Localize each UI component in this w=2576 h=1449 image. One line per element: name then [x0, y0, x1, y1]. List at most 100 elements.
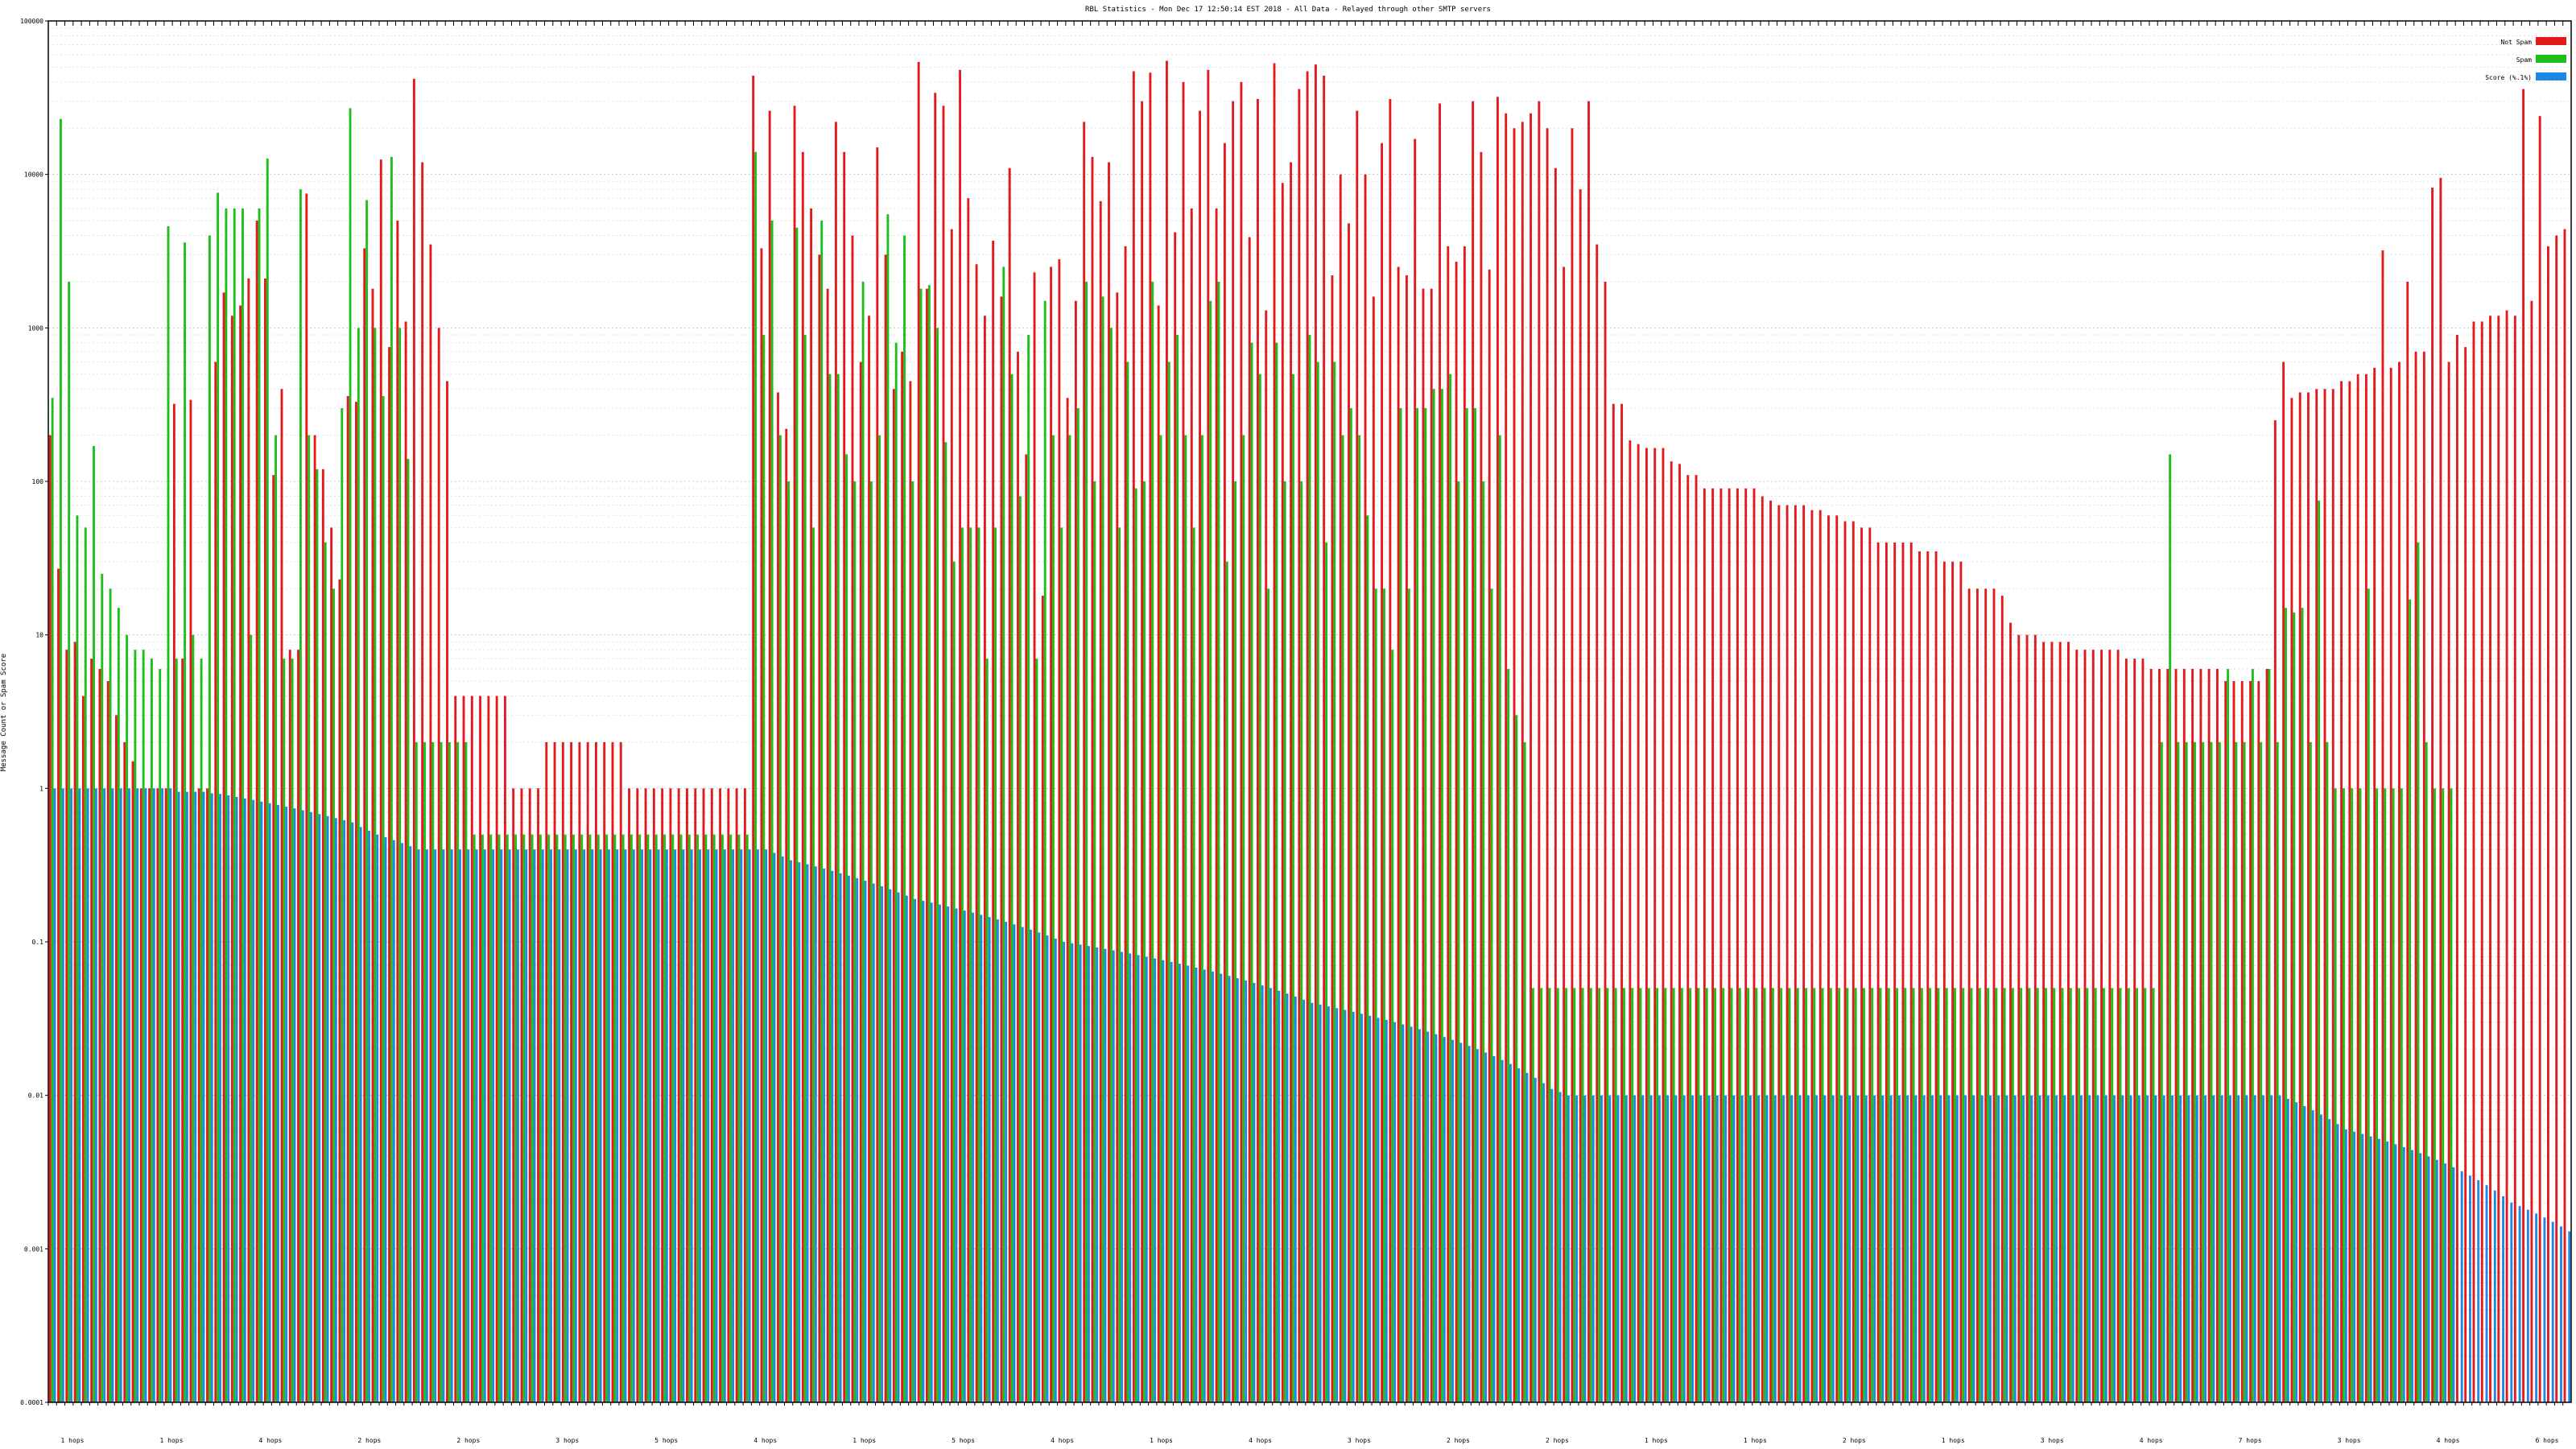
bar-not-spam: [578, 741, 581, 1402]
bar-spam: [927, 285, 931, 1402]
bar-spam: [1490, 588, 1493, 1402]
bar-score-: [1377, 1018, 1380, 1402]
bar-not-spam: [131, 761, 134, 1402]
bar-score-: [318, 814, 321, 1402]
bar-not-spam: [1298, 89, 1301, 1403]
bar-not-spam: [73, 642, 76, 1402]
x-category-label: 1 hops: [61, 1437, 85, 1444]
bar-not-spam: [2100, 650, 2103, 1402]
bar-score-: [2030, 1095, 2033, 1402]
bar-not-spam: [1199, 110, 1201, 1403]
bar-not-spam: [2406, 281, 2409, 1402]
bar-spam: [1912, 988, 1915, 1402]
bar-not-spam: [561, 741, 564, 1402]
bar-score-: [2270, 1095, 2273, 1402]
bar-spam: [258, 208, 261, 1402]
bar-spam: [175, 658, 178, 1402]
bar-not-spam: [2472, 321, 2475, 1402]
bar-score-: [1740, 1095, 1744, 1402]
bar-spam: [1871, 988, 1874, 1402]
bar-not-spam: [1934, 551, 1938, 1402]
bar-not-spam: [2083, 650, 2087, 1402]
bar-score-: [1104, 948, 1107, 1402]
bar-spam: [1250, 342, 1253, 1403]
bar-not-spam: [1596, 244, 1599, 1403]
bar-not-spam: [1339, 174, 1342, 1403]
bar-spam: [1598, 988, 1601, 1402]
bar-not-spam: [983, 316, 986, 1403]
bar-spam: [365, 200, 369, 1402]
bar-not-spam: [2149, 668, 2153, 1402]
bar-spam: [1043, 300, 1046, 1403]
bar-score-: [781, 856, 784, 1402]
bar-spam: [1143, 481, 1146, 1402]
bar-not-spam: [636, 788, 639, 1402]
bar-not-spam: [181, 658, 184, 1402]
bar-not-spam: [2199, 668, 2202, 1402]
bar-spam: [233, 208, 236, 1402]
bar-spam: [1788, 988, 1791, 1402]
bar-spam: [415, 741, 418, 1402]
bar-spam: [2094, 988, 2097, 1402]
bar-not-spam: [1348, 223, 1350, 1402]
bar-spam: [1341, 435, 1344, 1402]
bar-spam: [2127, 988, 2130, 1402]
bar-not-spam: [917, 62, 920, 1403]
bar-spam: [679, 834, 683, 1402]
bar-spam: [1920, 988, 1923, 1402]
bar-spam: [2367, 588, 2370, 1402]
bar-score-: [2162, 1095, 2165, 1402]
bar-spam: [555, 834, 559, 1402]
bar-spam: [1689, 988, 1692, 1402]
bar-not-spam: [1232, 101, 1235, 1402]
bar-score-: [2535, 1213, 2538, 1402]
bar-not-spam: [2538, 116, 2541, 1402]
bar-spam: [242, 208, 244, 1402]
bar-score-: [1071, 943, 1074, 1402]
bar-spam: [2260, 741, 2263, 1402]
y-tick-label: 0.0001: [20, 1399, 43, 1406]
bar-spam: [1035, 658, 1038, 1402]
bar-score-: [293, 808, 296, 1402]
bar-spam: [117, 608, 120, 1402]
y-tick-label: 10000: [24, 171, 43, 179]
bar-score-: [2179, 1095, 2182, 1402]
bar-spam: [1217, 281, 1220, 1402]
bar-score-: [219, 794, 221, 1402]
bar-score-: [1410, 1026, 1413, 1402]
bar-score-: [1492, 1055, 1496, 1402]
bar-not-spam: [2249, 681, 2252, 1402]
bar-score-: [1212, 971, 1215, 1402]
bar-score-: [1079, 944, 1082, 1402]
bar-not-spam: [346, 395, 349, 1403]
bar-spam: [687, 834, 691, 1402]
bar-not-spam: [1992, 588, 1996, 1402]
bar-spam: [861, 281, 865, 1402]
bar-score-: [301, 810, 304, 1402]
bar-score-: [2560, 1226, 2562, 1402]
bar-not-spam: [603, 741, 606, 1402]
x-category-label: 2 hops: [1546, 1437, 1569, 1444]
bar-score-: [1319, 1004, 1322, 1402]
bar-score-: [988, 917, 991, 1402]
bar-spam: [308, 435, 311, 1402]
bar-score-: [939, 904, 941, 1402]
bar-spam: [936, 328, 939, 1402]
bar-not-spam: [2356, 374, 2359, 1402]
bar-not-spam: [1719, 488, 1723, 1403]
bar-not-spam: [437, 328, 440, 1402]
bar-spam: [1821, 988, 1824, 1402]
bar-not-spam: [1215, 208, 1218, 1402]
bar-not-spam: [255, 221, 258, 1403]
bar-not-spam: [537, 788, 539, 1402]
bar-not-spam: [1190, 208, 1193, 1402]
bar-spam: [2342, 788, 2345, 1402]
bar-not-spam: [2058, 642, 2062, 1402]
bar-spam: [2160, 741, 2163, 1402]
bar-score-: [2071, 1095, 2074, 1402]
bar-score-: [1906, 1095, 1909, 1402]
bar-spam: [101, 573, 104, 1403]
bar-not-spam: [1364, 174, 1367, 1403]
bar-not-spam: [1959, 561, 1963, 1402]
bar-score-: [343, 819, 346, 1402]
